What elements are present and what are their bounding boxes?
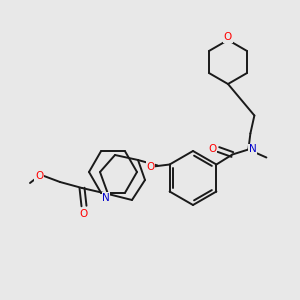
Text: O: O — [146, 161, 155, 172]
Text: O: O — [224, 32, 232, 42]
Text: O: O — [35, 171, 43, 181]
Text: O: O — [80, 209, 88, 219]
Text: N: N — [248, 145, 256, 154]
Text: N: N — [102, 193, 110, 203]
Text: O: O — [208, 145, 217, 154]
